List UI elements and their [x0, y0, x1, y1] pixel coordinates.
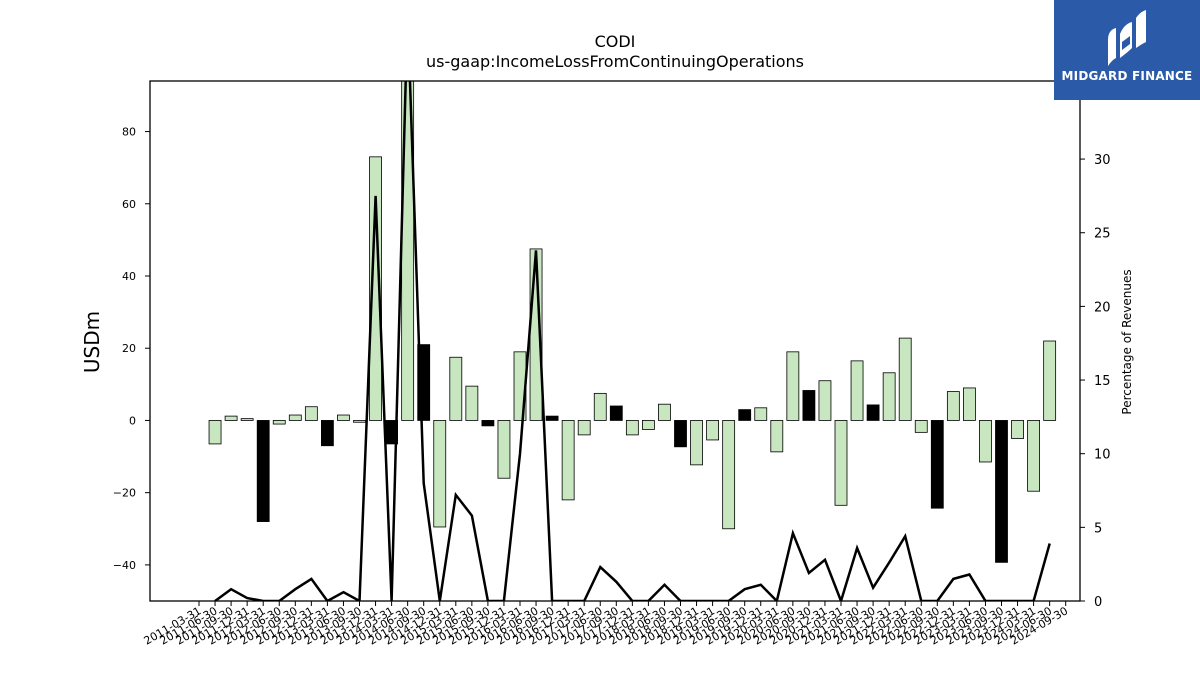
logo-mark-icon	[1108, 10, 1146, 66]
bar	[337, 414, 350, 421]
bar	[642, 420, 655, 430]
bar	[802, 390, 816, 421]
bar	[963, 387, 976, 421]
bar	[706, 420, 719, 441]
y-right-tick-label: 15	[1094, 374, 1111, 389]
bar	[738, 409, 752, 421]
bar	[304, 406, 318, 421]
bar	[208, 420, 222, 445]
bar	[898, 337, 912, 421]
bar	[625, 420, 639, 436]
bar	[914, 420, 928, 433]
bar	[353, 420, 366, 423]
brand-name: MIDGARD FINANCE	[1061, 69, 1193, 83]
bar	[658, 403, 671, 421]
bar	[770, 420, 784, 453]
bar	[850, 360, 864, 421]
y-tick-label: 80	[122, 126, 136, 139]
bar	[593, 392, 607, 421]
bar	[240, 418, 254, 421]
bar	[995, 420, 1008, 563]
bar	[288, 414, 302, 421]
bar	[1043, 340, 1057, 421]
bar	[272, 420, 286, 425]
bar	[946, 391, 960, 421]
y-tick-label: 40	[122, 270, 136, 283]
y-right-tick-label: 10	[1094, 448, 1111, 463]
bar	[545, 415, 559, 421]
bar	[866, 404, 880, 421]
plot-frame	[149, 80, 1081, 602]
bar	[754, 407, 768, 421]
y-tick-label: −40	[113, 559, 136, 572]
bar	[1011, 420, 1024, 439]
y-right-tick-label: 5	[1094, 521, 1102, 536]
bar	[979, 420, 992, 463]
y-tick-label: 20	[122, 342, 136, 355]
bar	[1027, 420, 1040, 492]
bar	[722, 420, 736, 530]
bar	[320, 420, 334, 447]
bar	[882, 372, 896, 421]
y-right-tick-label: 30	[1094, 153, 1111, 168]
bar	[561, 420, 575, 501]
series-line	[214, 81, 1051, 601]
bar	[786, 351, 800, 421]
y-tick-label: −20	[113, 487, 136, 500]
bar	[818, 380, 832, 421]
bar	[609, 405, 623, 421]
bar	[369, 156, 382, 421]
bar	[481, 420, 495, 427]
brand-logo: MIDGARD FINANCE	[1054, 0, 1200, 100]
bar	[465, 385, 479, 421]
bar	[690, 420, 703, 466]
bar	[930, 420, 944, 509]
y-right-tick-label: 20	[1094, 300, 1111, 315]
bar	[449, 356, 463, 421]
y-right-tick-label: 25	[1094, 227, 1111, 242]
bar	[497, 420, 511, 479]
y-tick-label: 0	[129, 414, 136, 427]
bar	[224, 415, 238, 421]
y-right-tick-label: 0	[1094, 595, 1102, 610]
y-axis-label: USDm	[80, 310, 104, 374]
chart-subtitle: us-gaap:IncomeLossFromContinuingOperatio…	[426, 52, 804, 71]
bar	[433, 420, 447, 528]
bar	[674, 420, 687, 448]
bar	[256, 420, 270, 522]
y-axis-label-right: Percentage of Revenues	[1120, 269, 1134, 415]
bar	[577, 420, 591, 436]
bar	[834, 420, 848, 506]
y-tick-label: 60	[122, 198, 136, 211]
chart-title: CODI	[594, 32, 636, 51]
